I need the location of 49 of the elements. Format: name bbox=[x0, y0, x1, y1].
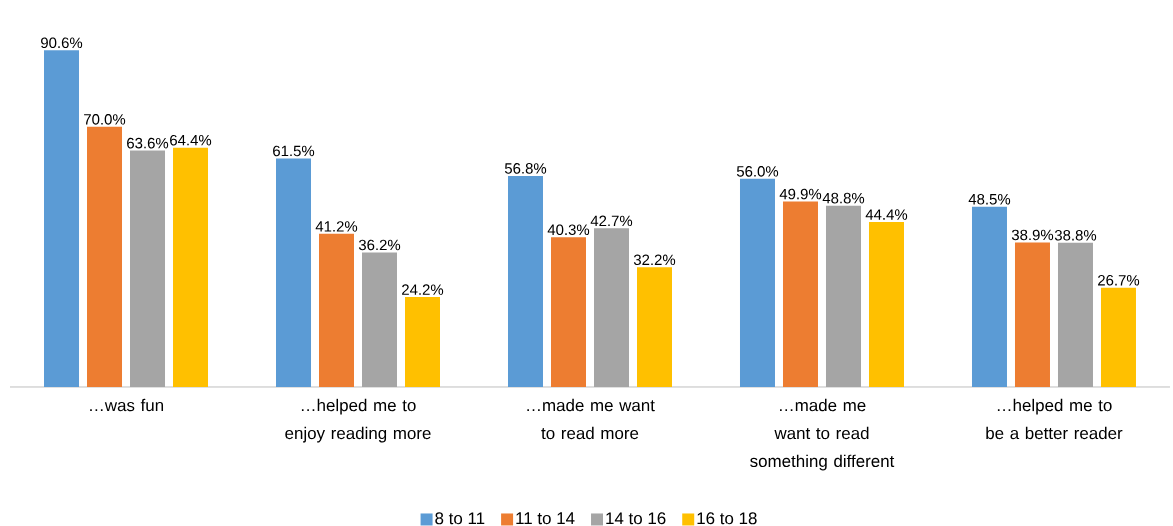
data-label: 48.8% bbox=[822, 192, 865, 204]
bar bbox=[173, 147, 209, 387]
x-tick-label: …helped me to enjoy reading more bbox=[285, 398, 431, 443]
legend-label: 16 to 18 bbox=[697, 512, 757, 525]
x-tick-label: …helped me to be a better reader bbox=[986, 398, 1123, 440]
bar bbox=[825, 205, 861, 387]
data-label: 38.8% bbox=[1054, 230, 1097, 241]
data-label: 26.7% bbox=[1098, 274, 1140, 286]
data-label: 38.9% bbox=[1011, 229, 1054, 241]
bar bbox=[405, 297, 440, 387]
bar bbox=[551, 237, 586, 387]
data-label: 56.8% bbox=[504, 163, 547, 174]
bar bbox=[87, 126, 123, 387]
bar bbox=[1057, 242, 1093, 387]
data-label: 90.6% bbox=[41, 37, 83, 49]
bar bbox=[362, 252, 397, 387]
bar bbox=[508, 175, 543, 387]
data-label: 32.2% bbox=[633, 254, 676, 266]
legend-label: 11 to 14 bbox=[516, 512, 575, 525]
data-label: 49.9% bbox=[779, 188, 822, 200]
data-label: 63.6% bbox=[127, 137, 169, 149]
data-label: 48.5% bbox=[968, 193, 1011, 205]
x-tick-label: …made me want to read something different bbox=[750, 398, 895, 471]
data-label: 56.0% bbox=[736, 166, 779, 177]
bar bbox=[971, 206, 1007, 387]
bar bbox=[1014, 242, 1050, 387]
legend-label: 14 to 16 bbox=[606, 512, 666, 525]
data-label: 42.7% bbox=[590, 215, 633, 227]
bar bbox=[44, 50, 80, 387]
data-label: 70.0% bbox=[84, 114, 126, 125]
x-tick-label: …made me want to read more bbox=[527, 398, 655, 440]
x-tick-label: …was fun bbox=[90, 398, 164, 412]
bar bbox=[783, 201, 818, 387]
bar bbox=[739, 178, 775, 387]
data-label: 61.5% bbox=[273, 145, 315, 157]
data-label: 64.4% bbox=[170, 134, 212, 146]
data-label: 41.2% bbox=[315, 221, 358, 232]
bar bbox=[637, 267, 672, 387]
bar bbox=[130, 150, 166, 387]
bar bbox=[868, 221, 904, 387]
legend-label: 8 to 11 bbox=[435, 512, 485, 525]
bar bbox=[1100, 287, 1136, 387]
bar bbox=[594, 228, 629, 387]
bar bbox=[276, 158, 311, 387]
data-label: 36.2% bbox=[358, 239, 401, 251]
bar bbox=[319, 233, 354, 387]
data-label: 24.2% bbox=[402, 284, 444, 295]
data-label: 44.4% bbox=[865, 209, 908, 220]
data-label: 40.3% bbox=[547, 224, 590, 236]
